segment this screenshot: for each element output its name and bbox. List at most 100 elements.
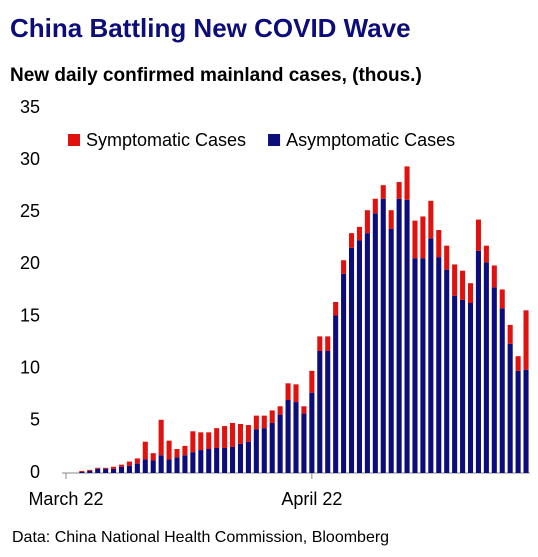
bar-segment	[364, 210, 370, 234]
bar-segment	[507, 343, 513, 473]
bar-segment	[245, 441, 251, 473]
bar-segment	[348, 247, 355, 473]
bar-segment	[126, 461, 132, 466]
bar-segment	[237, 423, 244, 444]
bar-segment	[277, 406, 283, 415]
bar-segment	[111, 466, 117, 469]
bar-segment	[325, 350, 331, 473]
bar-segment	[142, 459, 148, 473]
bar-segment	[325, 336, 331, 351]
bar-segment	[87, 469, 93, 471]
bar-segment	[158, 419, 164, 456]
bar-segment	[182, 455, 188, 473]
bar-segment	[380, 198, 386, 473]
bar-segment	[523, 369, 529, 473]
bar-segment	[428, 200, 434, 239]
bar-segment	[380, 185, 386, 199]
bar-segment	[214, 447, 220, 473]
bar-segment	[388, 210, 394, 229]
bar-segment	[182, 445, 188, 456]
bar-segment	[301, 413, 307, 473]
x-tick-label: April 22	[281, 489, 342, 509]
bar-segment	[126, 465, 132, 473]
bar-segment	[206, 449, 212, 473]
bar-segment	[237, 443, 244, 473]
bar-segment	[174, 449, 180, 458]
bar-segment	[475, 219, 481, 251]
bar-segment	[396, 182, 402, 199]
bar-segment	[515, 356, 521, 371]
bar-segment	[460, 299, 466, 473]
bar-segment	[118, 464, 125, 467]
bar-segment	[79, 471, 85, 473]
bar-segment	[499, 289, 505, 309]
bar-segment	[198, 432, 204, 451]
bar-segment	[269, 410, 275, 423]
bar-segment	[348, 233, 355, 248]
bar-segment	[198, 450, 204, 473]
legend-label: Asymptomatic Cases	[286, 130, 455, 150]
bar-segment	[452, 264, 458, 296]
bar-segment	[420, 216, 426, 259]
bar-segment	[460, 270, 466, 300]
y-tick-label: 35	[20, 97, 40, 117]
y-tick-label: 0	[30, 462, 40, 482]
chart-title: China Battling New COVID Wave	[10, 13, 411, 43]
bar-segment	[412, 258, 418, 473]
bar-segment	[372, 198, 378, 214]
y-tick-label: 25	[20, 201, 40, 221]
bar-segment	[483, 262, 489, 473]
bar-segment	[309, 392, 315, 473]
bar-segment	[158, 455, 164, 473]
bar-segment	[317, 336, 323, 351]
bar-segment	[277, 414, 283, 473]
bar-segment	[134, 463, 140, 473]
bar-segment	[174, 457, 180, 473]
bar-segment	[166, 459, 172, 473]
x-tick-label: March 22	[28, 489, 103, 509]
bar-segment	[95, 467, 101, 469]
legend-label: Symptomatic Cases	[86, 130, 246, 150]
bar-segment	[222, 447, 228, 473]
bar-segment	[341, 260, 347, 274]
bar-segment	[372, 213, 378, 474]
bar-segment	[396, 198, 402, 473]
legend-swatch	[68, 134, 80, 146]
bar-segment	[483, 245, 489, 263]
bar-segment	[206, 432, 212, 450]
bar-segment	[253, 415, 259, 430]
bar-segment	[333, 315, 339, 473]
bar-segment	[269, 422, 275, 473]
bar-segment	[491, 287, 497, 473]
bar-segment	[301, 406, 307, 414]
bar-segment	[388, 228, 394, 473]
bar-segment	[452, 295, 458, 473]
bar-segment	[444, 269, 450, 473]
bar-segment	[285, 400, 291, 473]
bar-segment	[261, 428, 267, 473]
bar-segment	[356, 240, 362, 473]
bar-segment	[293, 402, 299, 473]
bar-segment	[214, 428, 220, 448]
bar-segment	[333, 301, 339, 316]
bar-segment	[475, 250, 481, 473]
chart-subtitle: New daily confirmed mainland cases, (tho…	[10, 65, 422, 86]
bar-segment	[412, 220, 418, 259]
bar-segment	[341, 273, 347, 473]
y-tick-label: 10	[20, 357, 40, 377]
bar-segment	[285, 383, 291, 400]
bar-segment	[507, 324, 513, 344]
source: Data: China National Health Commission, …	[12, 529, 389, 546]
y-tick-label: 15	[20, 305, 40, 325]
bar-segment	[317, 350, 323, 473]
bar-segment	[309, 370, 315, 393]
bar-segment	[444, 245, 450, 270]
bar-segment	[356, 226, 362, 241]
bar-segment	[103, 467, 109, 469]
bar-segment	[491, 265, 497, 288]
bar-segment	[230, 422, 236, 447]
bar-segment	[515, 370, 521, 473]
bar-segment	[222, 426, 228, 448]
bar-segment	[293, 384, 299, 403]
